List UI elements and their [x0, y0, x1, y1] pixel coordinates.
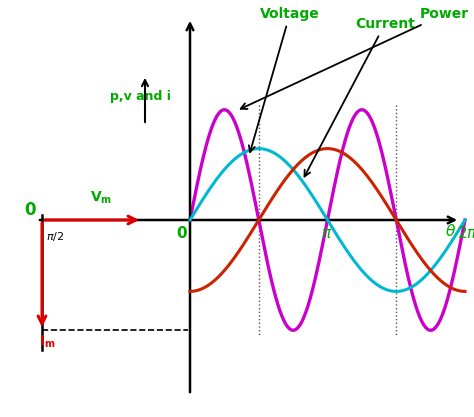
Text: $\mathbf{I_m}$: $\mathbf{I_m}$ — [39, 334, 55, 350]
Text: $\theta$: $\theta$ — [445, 223, 456, 239]
Text: Current: Current — [304, 17, 415, 176]
Text: 0: 0 — [24, 201, 36, 219]
Text: Voltage: Voltage — [249, 7, 320, 152]
Text: $\mathbf{V_m}$: $\mathbf{V_m}$ — [90, 190, 112, 206]
Text: $\pi/2$: $\pi/2$ — [46, 230, 64, 243]
Text: $\pi$: $\pi$ — [321, 226, 333, 241]
Text: p,v and i: p,v and i — [110, 90, 171, 103]
Text: Power: Power — [241, 7, 469, 109]
Text: $2\pi$: $2\pi$ — [457, 225, 474, 241]
Text: 0: 0 — [176, 226, 187, 241]
